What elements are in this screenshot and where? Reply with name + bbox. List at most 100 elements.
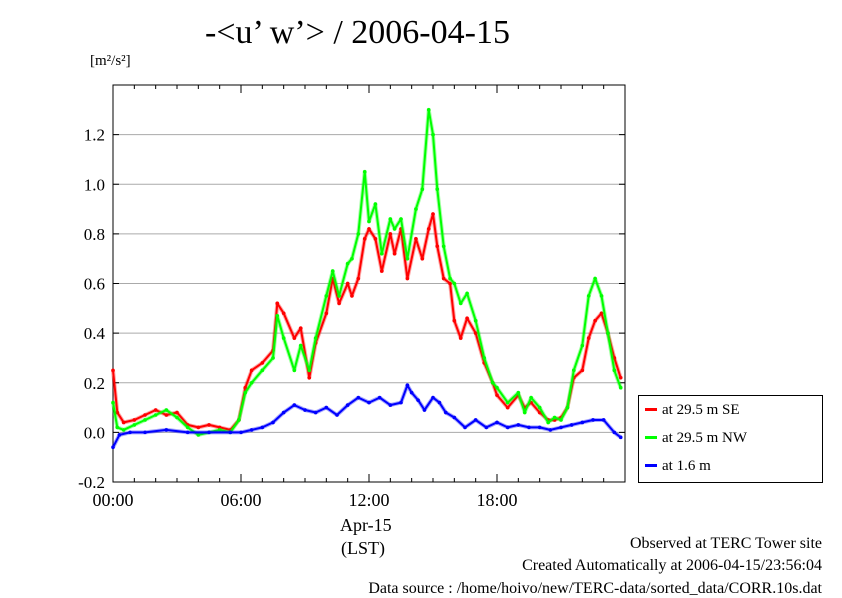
series-point-2	[452, 415, 457, 420]
series-point-0	[345, 281, 350, 286]
series-point-1	[132, 423, 137, 427]
series-point-0	[580, 368, 585, 373]
legend-swatch-red	[645, 408, 657, 412]
series-point-0	[132, 418, 137, 422]
y-tick-label: 0.2	[84, 374, 105, 393]
series-point-2	[527, 425, 531, 430]
series-point-0	[207, 423, 211, 427]
series-point-1	[572, 368, 576, 373]
series-point-1	[164, 408, 169, 412]
series-point-0	[143, 413, 147, 417]
series-point-0	[414, 237, 418, 241]
series-point-1	[307, 368, 312, 373]
series-point-0	[111, 368, 115, 373]
series-point-1	[196, 433, 201, 437]
series-point-0	[426, 227, 431, 231]
series-point-0	[217, 425, 222, 430]
footer-observed-note: Observed at TERC Tower site	[629, 535, 822, 552]
y-tick-label: 0.8	[84, 225, 105, 244]
series-point-2	[580, 420, 585, 425]
series-point-1	[243, 390, 248, 395]
series-point-0	[196, 425, 201, 430]
chart-title: -<u’ w’> / 2006-04-15	[205, 14, 510, 51]
series-point-0	[249, 368, 254, 373]
series-point-1	[324, 294, 329, 298]
series-point-1	[345, 261, 350, 266]
series-point-1	[281, 336, 286, 340]
series-point-0	[612, 356, 617, 360]
series-point-0	[121, 420, 126, 425]
series-point-2	[405, 383, 410, 388]
series-point-0	[392, 251, 397, 256]
series-point-1	[367, 219, 371, 224]
series-point-2	[537, 425, 542, 430]
footer-source-note: Data source : /home/hoivo/new/TERC-data/…	[368, 580, 822, 597]
series-point-2	[548, 428, 553, 432]
series-point-1	[599, 294, 604, 298]
series-point-2	[444, 410, 448, 415]
series-point-0	[618, 375, 623, 380]
series-point-1	[337, 294, 341, 298]
series-point-0	[435, 244, 440, 249]
series-point-1	[586, 294, 591, 298]
series-point-1	[546, 420, 550, 425]
series-point-1	[115, 425, 120, 430]
chart-legend: at 29.5 m SE at 29.5 m NW at 1.6 m	[638, 395, 823, 483]
series-point-1	[362, 170, 367, 174]
series-point-2	[128, 430, 132, 435]
series-point-1	[505, 400, 510, 405]
series-point-1	[111, 400, 115, 405]
series-point-2	[601, 418, 606, 422]
series-point-2	[463, 425, 467, 430]
y-tick-label: 1.2	[84, 126, 105, 145]
series-point-2	[345, 403, 350, 407]
series-point-2	[303, 408, 307, 412]
series-point-0	[448, 281, 452, 286]
series-point-0	[586, 336, 591, 340]
series-point-0	[337, 301, 341, 306]
series-halo-1	[111, 107, 623, 437]
series-point-1	[593, 276, 597, 281]
x-axis-date-label: Apr-15	[340, 515, 392, 535]
series-point-2	[117, 433, 122, 437]
series-point-0	[495, 393, 499, 397]
series-point-1	[495, 385, 499, 390]
series-point-1	[490, 380, 495, 385]
series-point-0	[164, 413, 169, 417]
series-point-2	[260, 425, 265, 430]
series-point-1	[552, 415, 557, 420]
y-tick-label: 1.0	[84, 175, 105, 194]
series-point-0	[115, 410, 120, 415]
series-point-2	[367, 400, 371, 405]
legend-label-nw: at 29.5 m NW	[662, 430, 747, 446]
series-point-2	[437, 400, 442, 405]
series-point-1	[217, 428, 222, 432]
x-tick-label: 18:00	[476, 490, 517, 510]
series-point-2	[207, 430, 211, 435]
series-point-1	[143, 418, 147, 422]
x-tick-label: 12:00	[348, 490, 389, 510]
series-line-0	[112, 213, 622, 431]
y-tick-label: 0.4	[84, 324, 106, 343]
series-point-1	[388, 217, 393, 221]
series-point-1	[373, 202, 378, 206]
series-point-1	[275, 313, 280, 318]
x-tick-label: 00:00	[92, 490, 133, 510]
series-point-1	[537, 405, 542, 410]
series-point-1	[249, 380, 254, 385]
series-point-1	[392, 227, 397, 231]
series-point-1	[380, 251, 384, 256]
series-point-1	[559, 418, 563, 422]
series-point-0	[243, 385, 248, 390]
series-point-0	[537, 410, 542, 415]
series-point-0	[356, 276, 361, 281]
series-point-0	[441, 276, 446, 281]
series-point-2	[185, 430, 190, 435]
series-point-2	[495, 420, 499, 425]
legend-entry-nw: at 29.5 m NW	[645, 430, 747, 447]
series-point-0	[405, 276, 410, 281]
series-point-1	[292, 368, 297, 373]
series-point-2	[612, 430, 617, 435]
series-line-1	[112, 108, 622, 436]
series-point-2	[559, 425, 563, 430]
